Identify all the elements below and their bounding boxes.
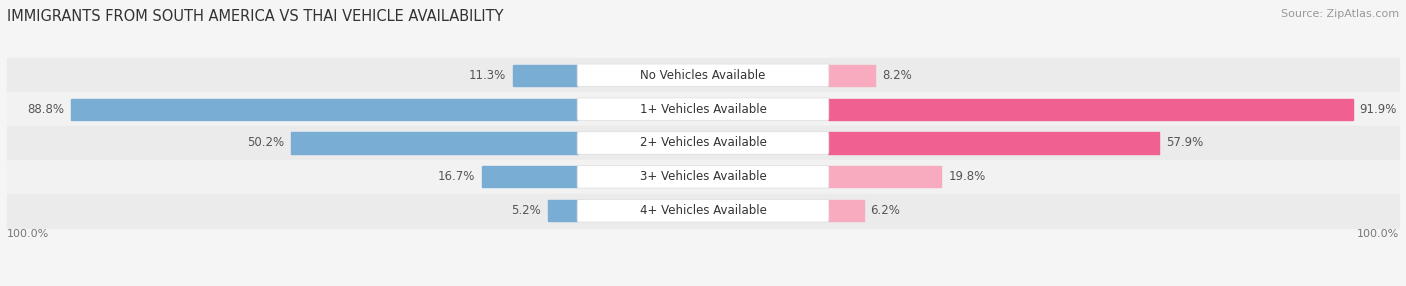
- Bar: [828, 99, 1353, 120]
- Text: 50.2%: 50.2%: [247, 136, 284, 150]
- Bar: [7, 92, 1399, 126]
- Text: 1+ Vehicles Available: 1+ Vehicles Available: [640, 103, 766, 116]
- Text: 6.2%: 6.2%: [870, 204, 900, 217]
- Bar: [828, 166, 941, 187]
- Text: 3+ Vehicles Available: 3+ Vehicles Available: [640, 170, 766, 183]
- Text: 16.7%: 16.7%: [439, 170, 475, 183]
- Bar: [482, 166, 578, 187]
- Text: 19.8%: 19.8%: [948, 170, 986, 183]
- FancyBboxPatch shape: [578, 132, 828, 154]
- FancyBboxPatch shape: [578, 64, 828, 86]
- Bar: [548, 200, 578, 221]
- Text: 11.3%: 11.3%: [470, 69, 506, 82]
- Bar: [828, 200, 863, 221]
- FancyBboxPatch shape: [578, 200, 828, 222]
- Text: IMMIGRANTS FROM SOUTH AMERICA VS THAI VEHICLE AVAILABILITY: IMMIGRANTS FROM SOUTH AMERICA VS THAI VE…: [7, 9, 503, 23]
- Text: 4+ Vehicles Available: 4+ Vehicles Available: [640, 204, 766, 217]
- FancyBboxPatch shape: [578, 166, 828, 188]
- Text: 100.0%: 100.0%: [7, 229, 49, 239]
- Text: 5.2%: 5.2%: [512, 204, 541, 217]
- Text: 2+ Vehicles Available: 2+ Vehicles Available: [640, 136, 766, 150]
- Bar: [513, 65, 578, 86]
- Text: 91.9%: 91.9%: [1360, 103, 1398, 116]
- Text: 57.9%: 57.9%: [1166, 136, 1204, 150]
- Text: 100.0%: 100.0%: [1357, 229, 1399, 239]
- Bar: [291, 132, 578, 154]
- Bar: [7, 160, 1399, 194]
- Bar: [70, 99, 578, 120]
- Text: 88.8%: 88.8%: [27, 103, 65, 116]
- FancyBboxPatch shape: [578, 98, 828, 120]
- Text: Source: ZipAtlas.com: Source: ZipAtlas.com: [1281, 9, 1399, 19]
- Bar: [7, 194, 1399, 228]
- Bar: [7, 58, 1399, 92]
- Bar: [828, 65, 875, 86]
- Bar: [828, 132, 1159, 154]
- Text: No Vehicles Available: No Vehicles Available: [640, 69, 766, 82]
- Bar: [7, 126, 1399, 160]
- Text: 8.2%: 8.2%: [882, 69, 911, 82]
